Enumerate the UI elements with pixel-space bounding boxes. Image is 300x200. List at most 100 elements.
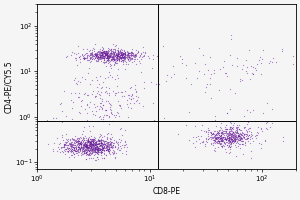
Point <box>224 137 229 140</box>
Point <box>90 137 95 140</box>
Point <box>85 145 90 148</box>
Point <box>87 143 92 146</box>
Point <box>115 58 120 61</box>
Point <box>61 139 66 142</box>
Point <box>220 129 224 132</box>
Point <box>123 57 128 60</box>
Point <box>81 144 85 147</box>
Point <box>111 51 116 54</box>
Point <box>243 132 248 135</box>
Point <box>119 53 124 56</box>
Point <box>235 136 240 139</box>
Point <box>251 140 256 143</box>
Point <box>79 148 84 152</box>
Point <box>266 119 270 122</box>
Point <box>110 53 115 57</box>
Point <box>132 53 137 57</box>
Point <box>101 146 106 149</box>
Point <box>70 146 75 149</box>
Point <box>220 136 224 139</box>
Point <box>223 143 228 146</box>
Point <box>239 136 244 140</box>
Point <box>246 134 251 137</box>
Point <box>225 137 230 140</box>
Point <box>116 146 120 149</box>
Point <box>108 103 113 106</box>
Point <box>106 55 111 59</box>
Point <box>99 145 104 149</box>
Point <box>69 91 74 95</box>
Point <box>70 140 74 143</box>
Point <box>92 147 97 150</box>
Point <box>210 132 215 136</box>
Point <box>94 148 99 151</box>
Point <box>107 147 112 151</box>
Point <box>248 150 253 153</box>
Point <box>102 52 107 55</box>
Point <box>104 51 109 54</box>
Point <box>127 57 132 60</box>
Point <box>216 132 221 135</box>
Point <box>90 112 95 115</box>
Point <box>84 144 88 147</box>
Point <box>225 145 230 148</box>
Point <box>116 51 121 54</box>
Point <box>131 55 136 58</box>
Point <box>93 146 98 149</box>
Point <box>249 130 254 134</box>
Point <box>215 130 220 133</box>
Point <box>88 53 93 56</box>
Point <box>105 56 110 60</box>
Point <box>89 141 94 144</box>
Point <box>205 137 210 141</box>
Point <box>107 87 112 90</box>
Point <box>124 149 129 152</box>
Point <box>71 144 76 147</box>
Point <box>85 141 90 144</box>
Point <box>78 142 83 145</box>
Point <box>96 141 101 144</box>
Point <box>236 135 241 138</box>
Point <box>91 124 95 128</box>
Point <box>114 91 119 94</box>
Point <box>95 142 100 145</box>
Point <box>68 150 72 153</box>
Point <box>92 96 97 99</box>
Point <box>86 151 91 154</box>
Point <box>104 52 109 55</box>
Point <box>72 138 77 142</box>
Point <box>218 143 223 146</box>
Point <box>89 151 94 154</box>
Point <box>134 57 139 60</box>
Point <box>95 86 100 89</box>
Point <box>75 150 80 153</box>
Point <box>227 139 232 142</box>
Point <box>84 142 88 145</box>
Point <box>213 137 218 140</box>
Point <box>228 125 233 128</box>
Point <box>77 112 82 115</box>
Point <box>212 139 217 142</box>
Point <box>58 150 63 154</box>
Point <box>118 48 122 51</box>
Point <box>119 53 124 56</box>
Point <box>228 121 233 125</box>
Point <box>93 142 98 145</box>
Point <box>118 59 123 63</box>
Point <box>107 64 112 67</box>
Point <box>269 122 274 125</box>
Point <box>86 139 91 143</box>
Point <box>236 134 240 137</box>
Point <box>88 145 93 149</box>
Point <box>227 136 232 139</box>
Point <box>204 130 208 133</box>
Point <box>108 52 112 55</box>
Point <box>76 147 81 150</box>
Point <box>84 145 89 148</box>
Point <box>94 143 99 146</box>
Point <box>88 145 93 148</box>
Point <box>116 144 121 147</box>
Point <box>109 63 114 67</box>
Point <box>228 142 233 145</box>
Point <box>98 149 103 152</box>
